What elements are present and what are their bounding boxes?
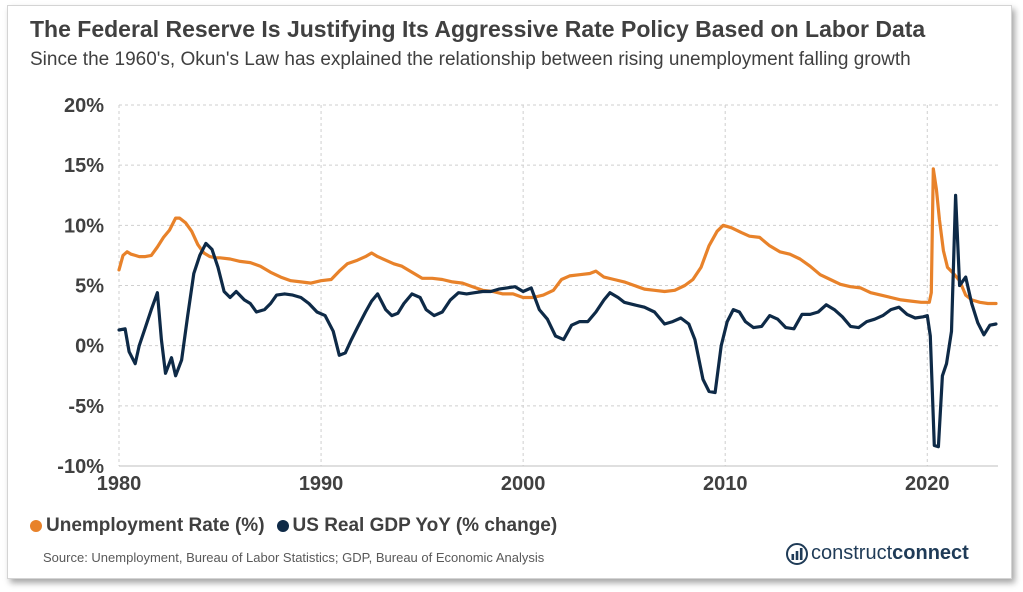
- x-tick-label: 2020: [905, 473, 950, 495]
- y-tick-label: 5%: [75, 276, 104, 298]
- series-line-unemployment: [117, 167, 998, 306]
- legend-label-unemployment: Unemployment Rate (%): [46, 515, 265, 536]
- chart-legend: Unemployment Rate (%) US Real GDP YoY (%…: [30, 515, 569, 537]
- line-chart: -10% -5% 0% 5% 10% 15% 20% 1980 1990 2000 2010 2020: [57, 95, 998, 495]
- legend-dot-unemployment: [30, 520, 42, 532]
- x-tick-label: 2010: [703, 473, 748, 495]
- y-tick-label: 20%: [64, 95, 104, 117]
- constructconnect-logo: construct connect: [786, 542, 969, 565]
- logo-text-construct: construct: [811, 542, 893, 564]
- logo-text-connect: connect: [892, 542, 969, 564]
- bar-chart-logo-icon: [786, 542, 808, 565]
- chart-subtitle: Since the 1960's, Okun's Law has explain…: [30, 49, 911, 70]
- y-tick-label: -5%: [68, 396, 104, 418]
- legend-item-unemployment: Unemployment Rate (%): [30, 515, 265, 537]
- legend-item-gdp: US Real GDP YoY (% change): [276, 515, 558, 537]
- x-tick-label: 2000: [501, 473, 546, 495]
- source-note: Source: Unemployment, Bureau of Labor St…: [43, 550, 545, 565]
- legend-dot-gdp: [276, 520, 289, 532]
- chart-title: The Federal Reserve Is Justifying Its Ag…: [30, 16, 926, 42]
- series-line-gdp: [117, 193, 998, 449]
- legend-label-gdp: US Real GDP YoY (% change): [292, 515, 558, 536]
- y-tick-label: 0%: [75, 336, 104, 358]
- x-tick-label: 1990: [299, 473, 344, 495]
- y-tick-label: 15%: [64, 155, 104, 177]
- y-tick-label: 10%: [64, 215, 104, 237]
- x-tick-label: 1980: [97, 473, 142, 495]
- y-tick-label: -10%: [57, 456, 104, 478]
- chart-card: The Federal Reserve Is Justifying Its Ag…: [7, 5, 1012, 579]
